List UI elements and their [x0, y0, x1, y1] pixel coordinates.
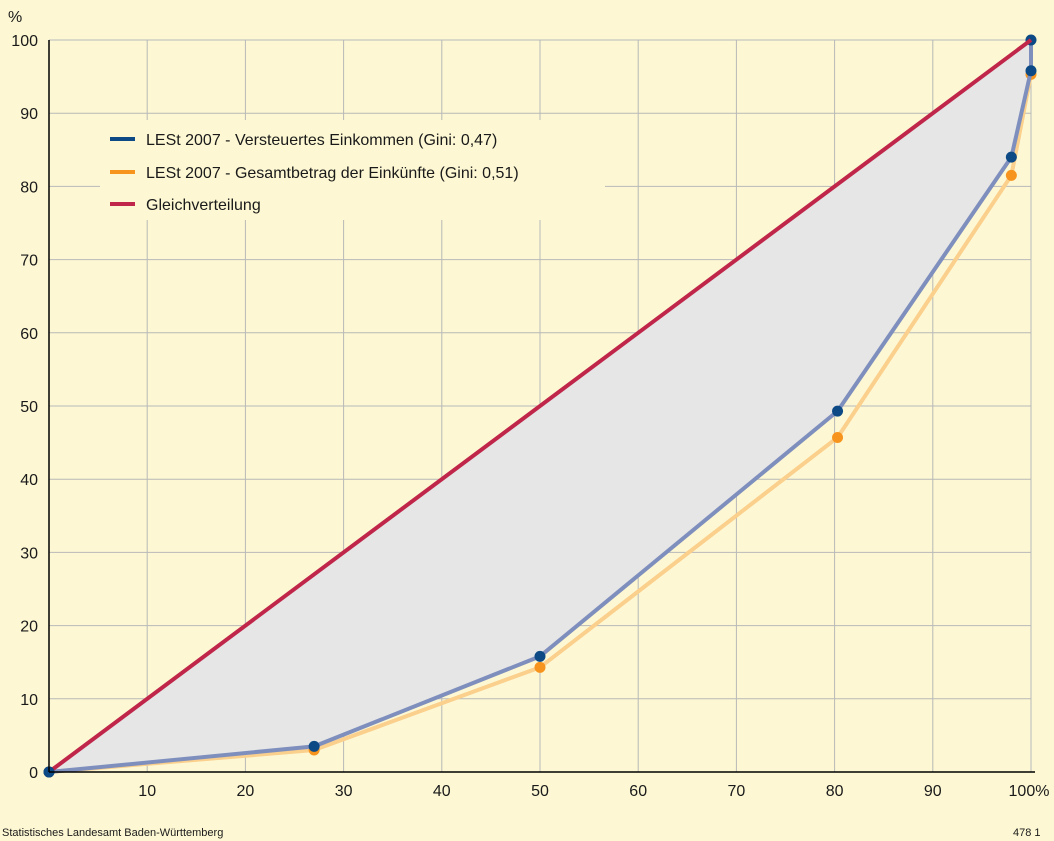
data-point-series-1	[832, 431, 844, 443]
legend-label-gesamtbetrag: LESt 2007 - Gesamtbetrag der Einkünfte (…	[146, 165, 519, 182]
x-tick-label: 10	[138, 783, 156, 800]
data-point-series-0	[832, 405, 844, 417]
y-tick-label: 50	[20, 399, 38, 416]
y-tick-label: 10	[20, 692, 38, 709]
data-point-series-0	[1005, 151, 1017, 163]
x-tick-label: 30	[335, 783, 353, 800]
x-tick-label: 20	[237, 783, 255, 800]
footer-source: Statistisches Landesamt Baden-Württember…	[2, 827, 223, 839]
legend-label-gleichverteilung: Gleichverteilung	[146, 197, 261, 214]
x-tick-label: 40	[433, 783, 451, 800]
data-point-series-0	[1025, 65, 1037, 77]
x-tick-label: 90	[924, 783, 942, 800]
x-tick-label: 50	[531, 783, 549, 800]
footer-id: 478 1	[1013, 827, 1041, 839]
y-tick-label: 80	[20, 179, 38, 196]
data-point-series-1	[1005, 169, 1017, 181]
y-tick-label: 100	[11, 33, 38, 50]
data-point-series-0	[308, 740, 320, 752]
data-point-series-1	[534, 661, 546, 673]
series-line-gleichverteilung	[47, 38, 1033, 774]
x-tick-label: 80	[826, 783, 844, 800]
axes	[48, 40, 1035, 773]
x-tick-label: 70	[728, 783, 746, 800]
legend: LESt 2007 - Versteuertes Einkommen (Gini…	[100, 120, 605, 220]
x-tick-label: 60	[629, 783, 647, 800]
y-axis-unit-label: %	[8, 9, 22, 26]
x-tick-label: 100%	[1009, 783, 1050, 800]
y-tick-label: 20	[20, 619, 38, 636]
legend-label-versteuertes: LESt 2007 - Versteuertes Einkommen (Gini…	[146, 132, 497, 149]
legend-background	[100, 120, 605, 220]
y-tick-label: 90	[20, 106, 38, 123]
y-tick-label: 0	[29, 765, 38, 782]
y-tick-label: 40	[20, 472, 38, 489]
tick-labels: 0 10 20 30 40 50 60 70 80 90 100 10 20 30 40 50 60 70 80 90…	[11, 33, 1049, 800]
y-tick-label: 60	[20, 326, 38, 343]
y-tick-label: 70	[20, 253, 38, 270]
y-tick-label: 30	[20, 545, 38, 562]
series-lines	[43, 34, 1037, 778]
data-point-series-0	[534, 650, 546, 662]
